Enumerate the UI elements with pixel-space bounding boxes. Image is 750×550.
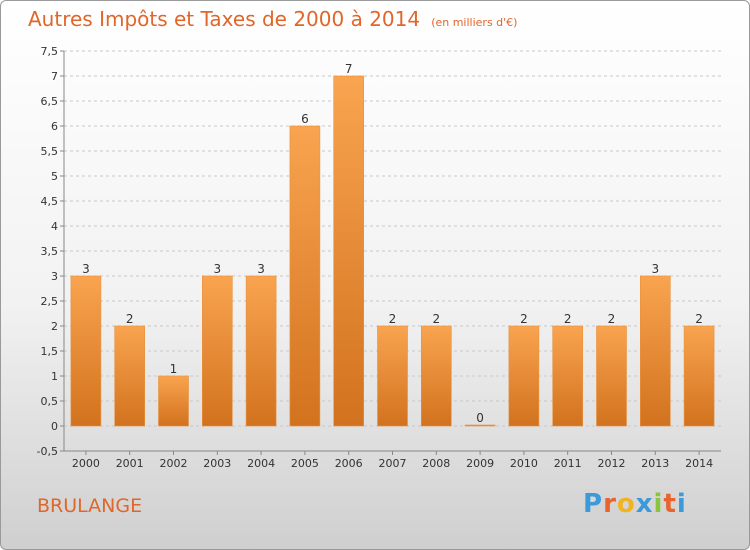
data-label-2014: 2 — [695, 312, 703, 326]
x-tick-label-2008: 2008 — [422, 457, 450, 470]
y-tick-label: 3 — [51, 270, 58, 283]
logo-letter: i — [676, 489, 687, 519]
logo-letter: x — [635, 489, 654, 519]
y-tick-label: 7 — [51, 70, 58, 83]
y-tick-label: 2 — [51, 320, 58, 333]
y-tick-label: 4,5 — [41, 195, 59, 208]
y-tick-label: 5 — [51, 170, 58, 183]
logo-letter: r — [603, 489, 617, 519]
y-tick-label: 2,5 — [41, 295, 59, 308]
data-label-2000: 3 — [82, 262, 90, 276]
x-tick-label-2001: 2001 — [116, 457, 144, 470]
bar-2001 — [114, 325, 145, 427]
x-tick-label-2000: 2000 — [72, 457, 100, 470]
chart-title: Autres Impôts et Taxes de 2000 à 2014 — [28, 7, 421, 31]
data-label-2005: 6 — [301, 112, 309, 126]
data-label-2007: 2 — [389, 312, 397, 326]
y-tick-label: -0,5 — [37, 445, 58, 458]
data-label-2003: 3 — [213, 262, 221, 276]
bar-2009 — [464, 424, 496, 427]
bar-2010 — [508, 325, 540, 427]
bar-2008 — [420, 325, 452, 427]
x-tick-label-2011: 2011 — [554, 457, 582, 470]
commune-name: BRULANGE — [37, 495, 143, 517]
bar-2000 — [70, 275, 102, 427]
x-tick-label-2009: 2009 — [466, 457, 494, 470]
bar-2013 — [639, 275, 671, 427]
data-label-2012: 2 — [608, 312, 616, 326]
bar-2003 — [202, 275, 233, 427]
y-tick-label: 6 — [51, 120, 58, 133]
data-label-2009: 0 — [476, 411, 484, 425]
label-layer: -0,5 0 0,5 1 1,5 2 2,5 3 3,5 4 4,5 5 5,5 6 6,5 7 7,5 3 200… — [37, 45, 714, 470]
bar-2004 — [245, 275, 277, 427]
chart-subtitle: (en milliers d'€) — [431, 16, 518, 29]
bar-2007 — [377, 325, 408, 427]
bar-2014 — [683, 325, 715, 427]
x-tick-label-2004: 2004 — [247, 457, 275, 470]
data-label-2011: 2 — [564, 312, 572, 326]
title-row: Autres Impôts et Taxes de 2000 à 2014 (e… — [28, 7, 517, 31]
bar-layer — [70, 75, 715, 427]
logo-letter: P — [583, 489, 604, 519]
y-tick-label: 5,5 — [41, 145, 59, 158]
data-label-2002: 1 — [170, 362, 178, 376]
y-tick-label: 6,5 — [41, 95, 59, 108]
data-label-2013: 3 — [651, 262, 659, 276]
proxiti-logo: Proxiti — [583, 489, 687, 519]
y-tick-label: 0 — [51, 420, 58, 433]
y-tick-label: 1,5 — [41, 345, 59, 358]
data-label-2010: 2 — [520, 312, 528, 326]
data-label-2006: 7 — [345, 62, 353, 76]
x-tick-label-2002: 2002 — [160, 457, 188, 470]
x-tick-label-2003: 2003 — [203, 457, 231, 470]
bar-2006 — [333, 75, 365, 427]
y-tick-label: 7,5 — [41, 45, 59, 58]
data-label-2001: 2 — [126, 312, 134, 326]
x-tick-label-2007: 2007 — [379, 457, 407, 470]
x-tick-label-2005: 2005 — [291, 457, 319, 470]
x-tick-label-2012: 2012 — [598, 457, 626, 470]
y-tick-label: 1 — [51, 370, 58, 383]
x-tick-label-2010: 2010 — [510, 457, 538, 470]
logo-letter: t — [663, 489, 677, 519]
bar-2012 — [596, 325, 627, 427]
x-tick-label-2013: 2013 — [641, 457, 669, 470]
y-tick-label: 3,5 — [41, 245, 59, 258]
logo-letter: o — [616, 489, 636, 519]
y-tick-label: 4 — [51, 220, 58, 233]
data-label-2008: 2 — [432, 312, 440, 326]
bar-2011 — [552, 325, 584, 427]
data-label-2004: 3 — [257, 262, 265, 276]
x-tick-label-2006: 2006 — [335, 457, 363, 470]
bar-2005 — [289, 125, 321, 427]
bar-2002 — [158, 375, 189, 427]
logo-letter: i — [653, 489, 664, 519]
y-tick-label: 0,5 — [41, 395, 59, 408]
x-tick-label-2014: 2014 — [685, 457, 713, 470]
